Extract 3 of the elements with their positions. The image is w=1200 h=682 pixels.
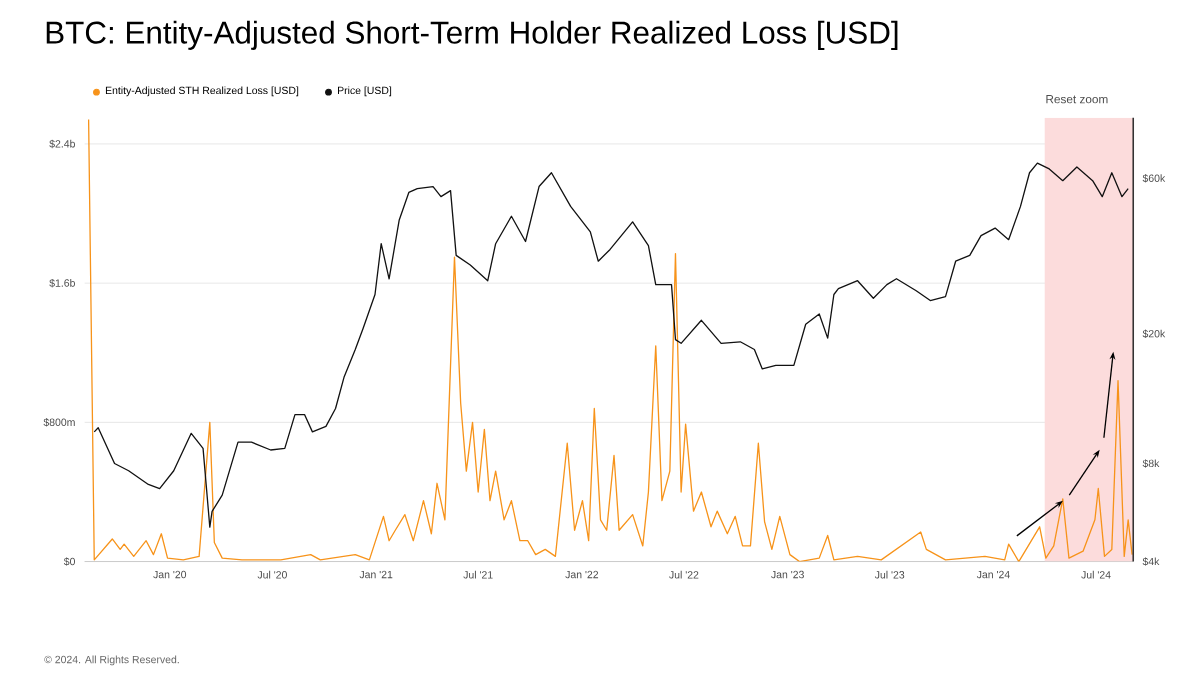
chart-title: BTC: Entity-Adjusted Short-Term Holder Realized Loss [USD] bbox=[46, 21, 898, 51]
line-series bbox=[87, 119, 1133, 562]
line-series bbox=[93, 162, 1129, 529]
